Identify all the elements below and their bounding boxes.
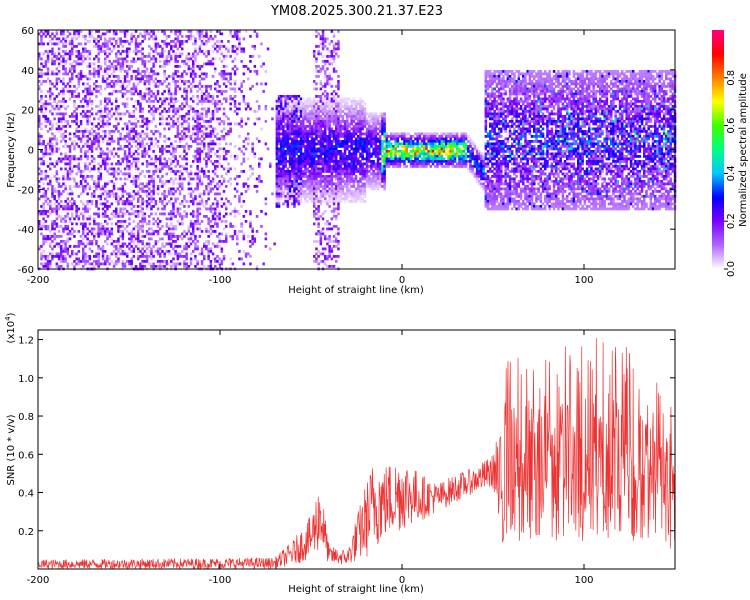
snr-panel: -200 -100 0 100 0.2 0.4 0.6 0.8 1.0 1.2 Height o… <box>4 312 676 595</box>
snr-y-tick-label: 0.2 <box>18 527 34 538</box>
snr-x-tick-label: -200 <box>27 575 50 586</box>
colorbar-label: Normalized spectral amplitude <box>738 73 749 227</box>
spectrogram-y-ticks: 60 40 20 0 -20 -40 -60 <box>18 26 675 276</box>
snr-x-label: Height of straight line (km) <box>288 584 424 595</box>
spectrogram-x-tick-label: 0 <box>399 275 405 286</box>
spectrogram-cells <box>38 30 677 271</box>
snr-y-tick-label: 0.8 <box>18 412 34 423</box>
colorbar-gradient <box>712 30 724 269</box>
spectrogram-y-tick-label: 0 <box>28 146 34 157</box>
colorbar: 0.0 0.2 0.4 0.6 0.8 Normalized spectral ampl… <box>712 30 749 277</box>
snr-line <box>37 338 676 570</box>
spectrogram-y-tick-label: 20 <box>21 106 34 117</box>
spectrogram-panel: -200 -100 0 100 60 40 20 0 -20 -40 -60 Height of … <box>6 26 677 296</box>
spectrogram-x-tick-label: -100 <box>209 275 232 286</box>
spectrogram-y-tick-label: -60 <box>18 265 34 276</box>
colorbar-tick-label: 0.0 <box>726 261 737 277</box>
snr-y-tick-label: 0.6 <box>18 450 34 461</box>
colorbar-ticks: 0.0 0.2 0.4 0.6 0.8 <box>724 70 737 277</box>
snr-x-tick-label: 100 <box>574 575 593 586</box>
spectrogram-y-tick-label: -20 <box>18 185 34 196</box>
spectrogram-x-label: Height of straight line (km) <box>288 285 424 296</box>
snr-y-tick-label: 0.4 <box>18 489 34 500</box>
snr-y-label: SNR (10 * v/v) <box>6 414 17 485</box>
snr-x-tick-label: 0 <box>399 575 405 586</box>
snr-x-tick-label: -100 <box>209 575 232 586</box>
spectrogram-y-tick-label: 40 <box>21 66 34 77</box>
spectrogram-y-label: Frequency (Hz) <box>6 112 17 188</box>
colorbar-tick-label: 0.8 <box>726 70 737 86</box>
colorbar-tick-label: 0.6 <box>726 118 737 134</box>
spectrogram-y-tick-label: 60 <box>21 26 34 37</box>
snr-y-ticks: 0.2 0.4 0.6 0.8 1.0 1.2 <box>18 336 675 538</box>
snr-y-tick-label: 1.2 <box>18 336 34 347</box>
spectrogram-x-tick-label: -200 <box>27 275 50 286</box>
colorbar-tick-label: 0.4 <box>726 165 737 181</box>
snr-frame <box>37 329 676 570</box>
spectrogram-y-tick-label: -40 <box>18 225 34 236</box>
snr-x-ticks: -200 -100 0 100 <box>27 330 594 586</box>
colorbar-tick-label: 0.2 <box>726 213 737 229</box>
snr-series <box>37 338 676 570</box>
spectrogram-x-tick-label: 100 <box>574 275 593 286</box>
snr-y-multiplier: (x104) <box>4 312 17 343</box>
spectrogram-x-ticks: -200 -100 0 100 <box>27 30 594 286</box>
snr-y-tick-label: 1.0 <box>18 374 34 385</box>
figure-title: YM08.2025.300.21.37.E23 <box>270 4 443 19</box>
